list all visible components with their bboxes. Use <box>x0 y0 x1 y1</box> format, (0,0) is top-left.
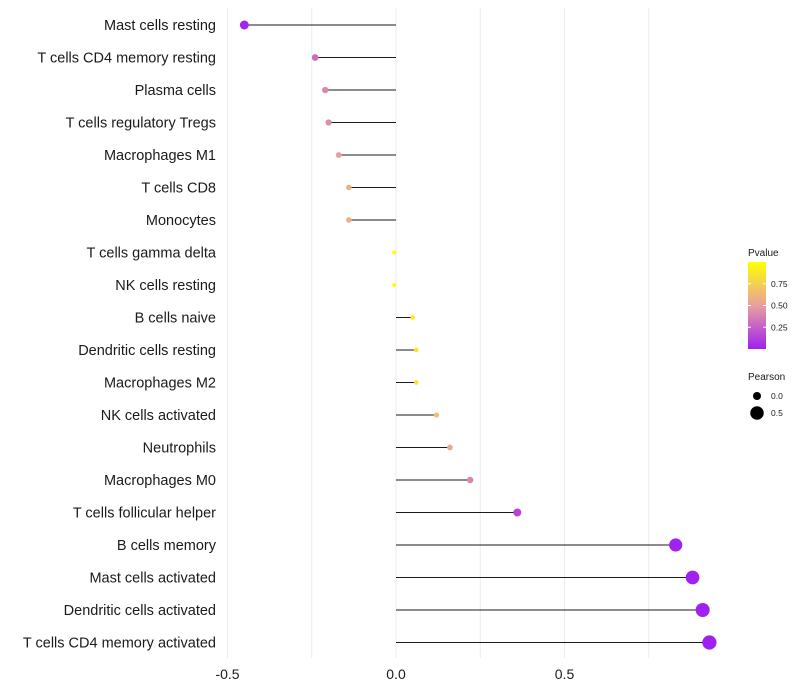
lollipop-dot <box>392 282 397 288</box>
category-label: T cells CD4 memory activated <box>23 636 216 652</box>
lollipop-dot <box>669 538 683 552</box>
pearson-legend: Pearson 0.0 0.5 <box>748 372 785 420</box>
lollipop-dot <box>513 508 522 517</box>
lollipop-dot <box>685 570 700 585</box>
pearson-size-keys: 0.0 0.5 <box>750 391 783 420</box>
category-label: Mast cells activated <box>89 571 216 587</box>
category-label: B cells naive <box>135 311 216 327</box>
lollipop-dot <box>322 86 329 94</box>
pvalue-legend-title: Pvalue <box>748 248 779 259</box>
x-tick-label: -0.5 <box>215 666 239 682</box>
category-label: Monocytes <box>146 213 216 229</box>
grid-lines <box>227 8 650 658</box>
category-label: Mast cells resting <box>104 18 216 34</box>
pearson-legend-title: Pearson <box>748 372 785 383</box>
lollipop-stems <box>244 24 710 643</box>
category-label: Dendritic cells resting <box>78 343 216 359</box>
lollipop-dot <box>325 119 332 126</box>
pearson-size-key <box>750 406 764 420</box>
category-label: Macrophages M0 <box>104 473 216 489</box>
lollipop-dot <box>346 184 352 191</box>
category-label: NK cells activated <box>101 408 216 424</box>
category-label: Macrophages M1 <box>104 148 216 164</box>
category-label: Neutrophils <box>143 441 216 457</box>
pearson-size-label: 0.0 <box>771 391 783 401</box>
category-label: Dendritic cells activated <box>64 603 216 619</box>
lollipop-dot <box>392 250 397 255</box>
category-label: T cells follicular helper <box>73 506 216 522</box>
x-tick-label: 0.5 <box>555 666 575 682</box>
lollipop-dot <box>466 476 474 484</box>
lollipop-dot <box>410 315 416 320</box>
category-label: T cells gamma delta <box>87 246 217 262</box>
lollipop-dot <box>346 217 352 223</box>
category-labels: Mast cells resting T cells CD4 memory res… <box>23 18 217 652</box>
colorbar-tick-label: 0.50 <box>771 301 788 311</box>
x-axis-ticks: -0.5 0.0 0.5 <box>215 666 574 682</box>
x-tick-label: 0.0 <box>386 666 406 682</box>
category-label: B cells memory <box>117 538 217 554</box>
category-label: NK cells resting <box>115 278 216 294</box>
lollipop-dots <box>239 20 717 650</box>
lollipop-dot <box>335 152 342 158</box>
pvalue-legend: Pvalue 0.25 0.50 0.75 <box>748 248 788 349</box>
lollipop-dot <box>433 412 440 418</box>
category-label: Macrophages M2 <box>104 376 216 392</box>
colorbar-tick-label: 0.25 <box>771 322 788 332</box>
category-label: T cells regulatory Tregs <box>66 116 216 132</box>
lollipop-dot <box>702 635 717 650</box>
category-label: Plasma cells <box>135 83 216 99</box>
lollipop-dot <box>311 54 319 61</box>
lollipop-dot <box>695 602 710 618</box>
colorbar-tick-label: 0.75 <box>771 279 788 289</box>
lollipop-dot <box>239 20 249 30</box>
pearson-size-label: 0.5 <box>771 408 783 418</box>
lollipop-dot <box>447 444 453 451</box>
pearson-size-key <box>753 392 761 400</box>
pvalue-colorbar <box>748 262 766 349</box>
category-label: T cells CD4 memory resting <box>37 51 216 67</box>
category-label: T cells CD8 <box>141 181 216 197</box>
lollipop-dot <box>413 380 419 385</box>
pvalue-colorbar-ticks: 0.25 0.50 0.75 <box>748 279 788 332</box>
lollipop-dot <box>413 347 419 353</box>
